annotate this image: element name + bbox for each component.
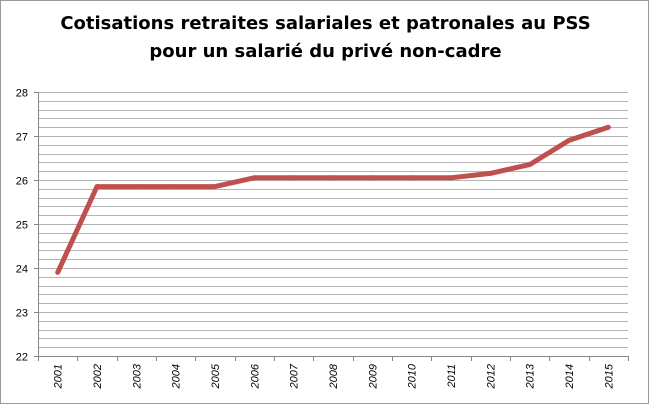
data-point <box>330 175 336 181</box>
y-tick-labels: 22 23 24 25 26 27 28 <box>16 88 28 364</box>
x-tick-label: 2012 <box>485 364 497 389</box>
data-point <box>55 269 61 275</box>
data-point <box>566 137 572 143</box>
x-tick-label: 2008 <box>328 363 340 389</box>
x-tick-label: 2015 <box>603 363 615 389</box>
x-tick-label: 2002 <box>92 364 104 389</box>
y-tick-label: 24 <box>16 264 28 276</box>
x-tick-label: 2003 <box>131 363 143 389</box>
chart-title-block: Cotisations retraites salariales et patr… <box>1 10 649 66</box>
data-point <box>212 184 218 190</box>
x-tick-label: 2001 <box>53 364 65 389</box>
x-tick-label: 2009 <box>367 364 379 389</box>
x-tick-label: 2005 <box>210 363 222 389</box>
y-tick-label: 27 <box>16 132 28 144</box>
x-tick-label: 2004 <box>171 364 183 389</box>
x-tick-labels: 2001 2002 2003 2004 2005 2006 2007 2008 2009 2010… <box>53 363 616 389</box>
series-layer <box>55 124 611 275</box>
data-point <box>291 175 297 181</box>
axes <box>34 92 629 361</box>
x-tick-label: 2013 <box>525 363 537 389</box>
x-tick-label: 2007 <box>289 363 301 389</box>
data-point <box>94 184 100 190</box>
chart-title: Cotisations retraites salariales et patr… <box>60 13 591 34</box>
data-point <box>409 175 415 181</box>
data-point <box>487 170 493 176</box>
data-point <box>173 184 179 190</box>
chart-subtitle: pour un salarié du privé non-cadre <box>149 41 502 62</box>
x-tick-label: 2006 <box>249 363 261 389</box>
data-point <box>133 184 139 190</box>
data-point <box>605 124 611 130</box>
x-tick-label: 2011 <box>446 364 458 389</box>
data-point <box>527 162 533 168</box>
y-tick-label: 28 <box>16 88 28 100</box>
gridlines <box>38 92 628 348</box>
data-point <box>448 175 454 181</box>
data-point <box>369 175 375 181</box>
x-tick-label: 2010 <box>407 363 419 389</box>
y-tick-label: 22 <box>16 352 28 364</box>
y-tick-label: 26 <box>16 176 28 188</box>
y-tick-label: 25 <box>16 220 28 232</box>
y-tick-label: 23 <box>16 308 28 320</box>
x-tick-label: 2014 <box>564 364 576 389</box>
data-point <box>251 175 257 181</box>
